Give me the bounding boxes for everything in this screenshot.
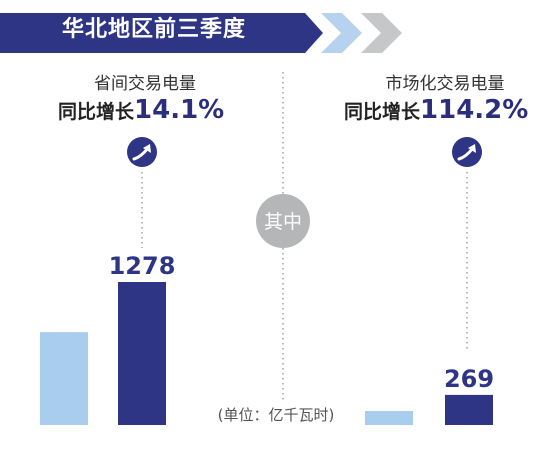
left-growth-value: 14.1% xyxy=(134,95,225,125)
left-growth-prefix: 同比增长 xyxy=(58,101,135,123)
unit-note: (单位：亿千瓦时) xyxy=(217,406,335,424)
center-label: 其中 xyxy=(264,211,302,233)
chevron-right-icon xyxy=(321,13,362,53)
bar-right-light xyxy=(365,411,413,425)
chevron-right-icon xyxy=(361,13,402,53)
right-metric-label: 市场化交易电量 xyxy=(385,74,505,94)
right-growth-prefix: 同比增长 xyxy=(344,101,421,123)
bar-left-light xyxy=(40,332,88,425)
growth-arrow-icon xyxy=(452,137,482,167)
left-metric-label: 省间交易电量 xyxy=(94,74,196,94)
data-label-left: 1278 xyxy=(109,252,176,280)
bar-left-navy xyxy=(118,282,166,425)
bar-right-navy xyxy=(445,394,493,425)
center-circle xyxy=(256,194,310,248)
left-growth: 同比增长14.1% xyxy=(58,92,224,131)
right-growth-value: 114.2% xyxy=(420,95,529,125)
page-title: 华北地区前三季度 xyxy=(62,17,247,42)
banner-background xyxy=(0,13,323,53)
growth-arrow-icon xyxy=(127,137,157,167)
right-growth: 同比增长114.2% xyxy=(344,92,528,131)
data-label-right: 269 xyxy=(444,365,494,393)
header-banner xyxy=(0,13,402,53)
